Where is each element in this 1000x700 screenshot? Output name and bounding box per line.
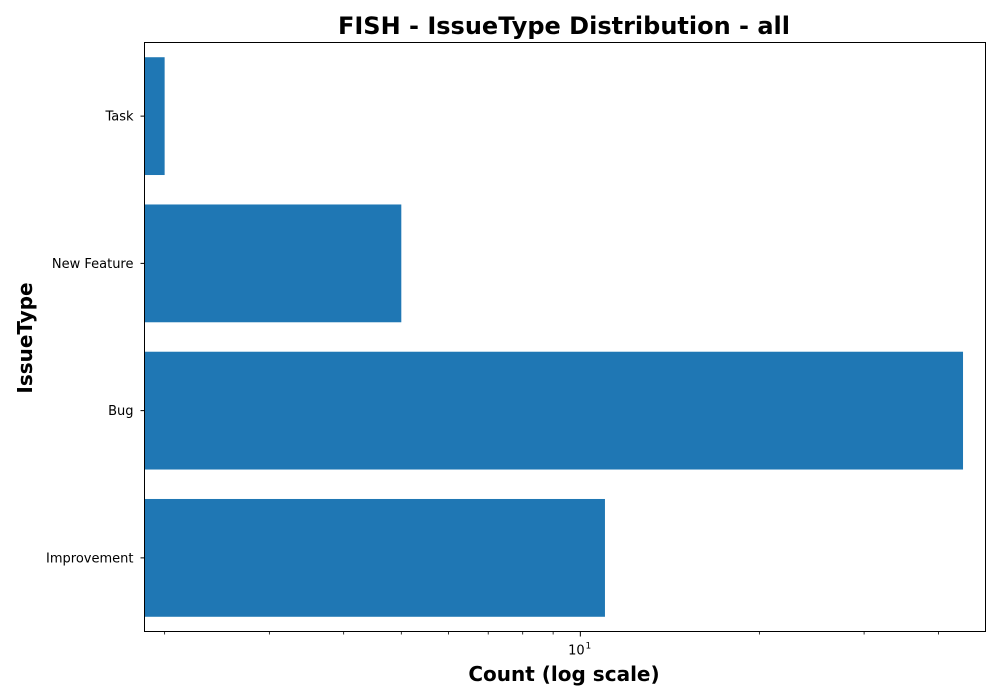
bar-improvement xyxy=(144,498,605,617)
y-tick-label: Improvement xyxy=(46,551,133,566)
bar-task xyxy=(144,57,165,176)
x-axis-title: Count (log scale) xyxy=(468,662,659,686)
x-tick-label: 10 xyxy=(568,644,585,659)
x-tick-label-exponent: 1 xyxy=(585,642,591,652)
bar-bug xyxy=(144,351,964,470)
y-axis-ticks: Improvement Bug New Feature Task xyxy=(46,110,145,566)
x-axis-ticks: 10 1 xyxy=(164,631,939,659)
y-tick-label: New Feature xyxy=(52,257,134,272)
axes-frame xyxy=(144,42,986,632)
y-tick-label: Bug xyxy=(108,404,133,419)
y-axis-title: IssueType xyxy=(13,282,37,393)
plot-area: Improvement Bug New Feature Task 10 1 xyxy=(46,42,986,659)
y-tick-label: Task xyxy=(104,110,134,125)
bar-new-feature xyxy=(144,204,402,323)
chart-title: FISH - IssueType Distribution - all xyxy=(338,12,790,40)
bars xyxy=(144,57,964,617)
